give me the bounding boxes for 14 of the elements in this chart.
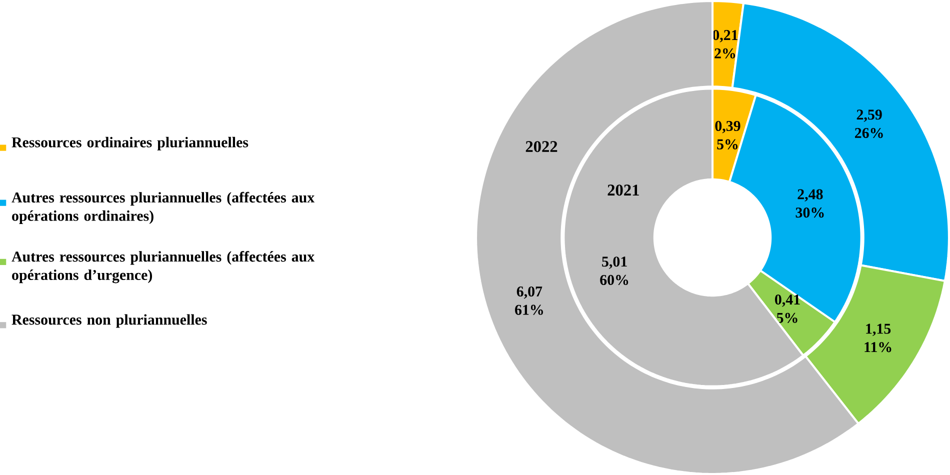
data-label: 1,15 11% — [864, 324, 892, 352]
legend-label: Ressources non pluriannuelles — [12, 314, 207, 328]
legend-label: Autres ressources pluriannuelles (affectées aux opérations d’urgence) — [12, 251, 315, 284]
data-label: 2,48 30% — [796, 189, 824, 218]
data-label: 0,41 5% — [775, 294, 800, 323]
data-label: 5,01 60% — [600, 256, 628, 286]
legend-label: Autres ressources pluriannuelles (affectées aux opérations ordinaires) — [12, 192, 315, 224]
legend-label: Ressources ordinaires pluriannuelles — [12, 136, 248, 150]
data-label: 0,39 5% — [715, 120, 740, 150]
data-label: 2,59 26% — [854, 110, 883, 138]
data-label: 6,07 61% — [515, 286, 543, 315]
slice-label: 2021 — [608, 184, 639, 196]
data-label: 0,21 2% — [712, 30, 738, 58]
slice-label: 2022 — [526, 141, 558, 152]
